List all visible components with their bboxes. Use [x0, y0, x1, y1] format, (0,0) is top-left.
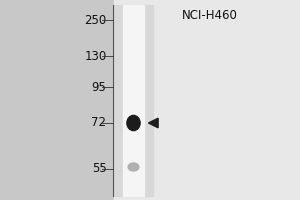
Text: 55: 55: [92, 162, 106, 176]
Bar: [123, 5, 144, 196]
Ellipse shape: [127, 115, 140, 131]
Text: 250: 250: [84, 14, 106, 26]
Polygon shape: [148, 118, 158, 128]
Bar: [114, 5, 153, 196]
Ellipse shape: [128, 163, 139, 171]
Text: 72: 72: [92, 116, 106, 130]
Text: 95: 95: [92, 81, 106, 94]
Text: 130: 130: [84, 49, 106, 62]
Text: NCI-H460: NCI-H460: [182, 9, 238, 22]
Bar: [114, 0, 300, 200]
